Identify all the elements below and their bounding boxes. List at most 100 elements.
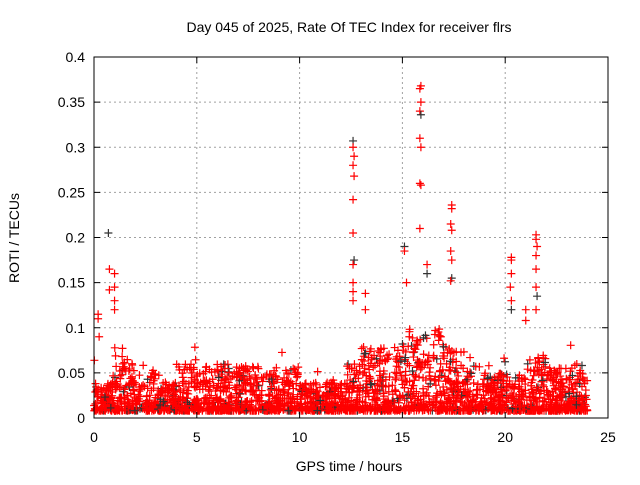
data-point <box>249 363 258 372</box>
data-point <box>469 378 478 387</box>
data-point <box>106 403 115 412</box>
data-point <box>503 383 512 392</box>
data-point <box>224 406 233 415</box>
data-point <box>391 375 400 384</box>
data-point <box>118 344 127 353</box>
data-point <box>343 398 352 407</box>
data-point <box>435 367 444 376</box>
data-point <box>179 384 188 393</box>
data-point <box>139 381 148 390</box>
data-point <box>213 393 222 402</box>
data-point <box>150 369 159 378</box>
data-point <box>376 356 385 365</box>
data-point <box>494 395 503 404</box>
data-point <box>181 401 190 410</box>
data-point <box>225 368 234 377</box>
data-point <box>179 377 188 386</box>
y-tick-label: 0.15 <box>58 275 85 291</box>
data-point <box>462 393 471 402</box>
data-point <box>253 362 262 371</box>
data-point <box>408 366 417 375</box>
data-point <box>578 396 587 405</box>
data-point <box>514 385 523 394</box>
data-point <box>145 401 154 410</box>
data-point <box>521 386 530 395</box>
data-point <box>125 401 134 410</box>
axis-ticks: 0 5 10 15 20 25 0 0.05 0.1 0.15 0.2 0.25 0.3 0.35 0.4 <box>58 49 616 445</box>
data-point <box>531 395 540 404</box>
data-point <box>288 379 297 388</box>
data-point <box>415 107 424 116</box>
data-point <box>365 347 374 356</box>
data-point <box>365 372 374 381</box>
data-point <box>251 370 260 379</box>
data-point <box>269 371 278 380</box>
data-point <box>349 143 358 152</box>
data-point <box>110 269 119 278</box>
data-point <box>446 276 455 285</box>
data-point <box>157 405 166 414</box>
data-point <box>362 401 371 410</box>
data-point <box>435 325 444 334</box>
data-point <box>350 172 359 181</box>
data-point <box>467 405 476 414</box>
data-point <box>379 369 388 378</box>
x-tick-label: 20 <box>497 429 513 445</box>
data-point <box>190 343 199 352</box>
data-point <box>421 376 430 385</box>
data-point <box>123 395 132 404</box>
data-point <box>274 385 283 394</box>
y-tick-label: 0.1 <box>66 320 86 336</box>
data-point <box>223 384 232 393</box>
data-point <box>311 378 320 387</box>
data-point <box>252 375 261 384</box>
data-point <box>355 381 364 390</box>
data-point <box>384 387 393 396</box>
data-point <box>507 305 516 314</box>
data-point <box>357 344 366 353</box>
data-point <box>376 375 385 384</box>
data-point <box>359 405 368 414</box>
data-point <box>404 342 413 351</box>
data-point <box>403 391 412 400</box>
data-point <box>241 400 250 409</box>
data-point <box>423 357 432 366</box>
data-point <box>347 388 356 397</box>
data-point <box>401 371 410 380</box>
data-point <box>307 397 316 406</box>
data-point <box>570 361 579 370</box>
data-point <box>94 314 103 323</box>
data-point <box>349 296 358 305</box>
data-point <box>326 390 335 399</box>
data-point <box>205 400 214 409</box>
data-point <box>422 388 431 397</box>
data-point <box>170 388 179 397</box>
data-point <box>372 393 381 402</box>
data-point <box>379 395 388 404</box>
data-point <box>523 365 532 374</box>
data-point <box>391 406 400 415</box>
data-point <box>213 360 222 369</box>
data-point <box>466 353 475 362</box>
data-point <box>366 359 375 368</box>
data-point <box>447 226 456 235</box>
data-point <box>483 380 492 389</box>
data-point <box>313 367 322 376</box>
data-point <box>401 378 410 387</box>
data-point <box>399 376 408 385</box>
data-point <box>234 369 243 378</box>
data-point <box>415 403 424 412</box>
data-point <box>472 390 481 399</box>
data-point <box>436 359 445 368</box>
data-point <box>125 365 134 374</box>
y-axis-label: ROTI / TECUs <box>6 193 22 283</box>
data-point <box>447 204 456 213</box>
data-point <box>402 278 411 287</box>
data-point <box>480 375 489 384</box>
data-point <box>531 359 540 368</box>
data-point <box>396 356 405 365</box>
data-point <box>452 347 461 356</box>
data-point <box>499 377 508 386</box>
data-point <box>528 376 537 385</box>
x-tick-label: 10 <box>292 429 308 445</box>
